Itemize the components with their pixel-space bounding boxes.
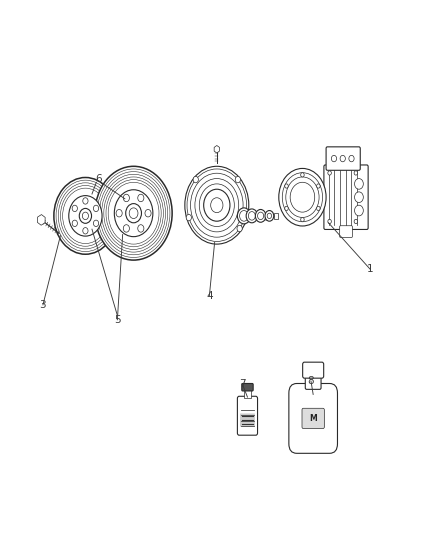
Circle shape — [328, 171, 331, 175]
Circle shape — [300, 173, 304, 177]
Circle shape — [355, 205, 364, 216]
Text: 6: 6 — [95, 174, 102, 183]
Circle shape — [237, 208, 251, 224]
Circle shape — [72, 220, 78, 227]
Circle shape — [235, 176, 240, 183]
Circle shape — [237, 225, 242, 232]
Circle shape — [300, 217, 304, 222]
Circle shape — [340, 156, 346, 162]
FancyBboxPatch shape — [326, 147, 360, 171]
Circle shape — [145, 209, 151, 217]
Text: 4: 4 — [206, 291, 213, 301]
Circle shape — [265, 211, 274, 221]
Circle shape — [354, 220, 357, 224]
Circle shape — [328, 220, 331, 224]
Circle shape — [211, 198, 223, 213]
Text: 8: 8 — [307, 376, 314, 386]
FancyBboxPatch shape — [240, 414, 255, 426]
Circle shape — [54, 177, 117, 254]
Circle shape — [129, 208, 138, 219]
Circle shape — [246, 209, 258, 223]
Circle shape — [138, 194, 144, 201]
Circle shape — [83, 228, 88, 234]
Circle shape — [193, 176, 198, 183]
Bar — [244, 390, 251, 399]
Circle shape — [114, 190, 153, 237]
FancyBboxPatch shape — [302, 408, 324, 429]
Text: 1: 1 — [367, 264, 374, 274]
FancyBboxPatch shape — [306, 364, 320, 375]
Circle shape — [93, 205, 99, 212]
Circle shape — [95, 166, 172, 260]
Circle shape — [72, 205, 78, 212]
FancyBboxPatch shape — [324, 165, 368, 229]
Circle shape — [186, 214, 191, 221]
Circle shape — [354, 171, 357, 175]
Circle shape — [355, 179, 364, 189]
Circle shape — [116, 209, 122, 217]
FancyBboxPatch shape — [303, 362, 324, 378]
Circle shape — [317, 206, 320, 211]
FancyBboxPatch shape — [289, 384, 337, 453]
Circle shape — [79, 208, 92, 223]
Text: M: M — [309, 414, 317, 423]
Circle shape — [332, 156, 337, 162]
Circle shape — [349, 156, 354, 162]
FancyBboxPatch shape — [242, 384, 253, 391]
Circle shape — [279, 168, 326, 226]
Circle shape — [285, 184, 288, 188]
Circle shape — [355, 192, 364, 203]
Circle shape — [126, 204, 141, 223]
FancyBboxPatch shape — [305, 374, 321, 389]
Circle shape — [185, 166, 249, 244]
Bar — [274, 213, 278, 219]
Circle shape — [69, 196, 102, 236]
Circle shape — [204, 189, 230, 221]
Circle shape — [93, 220, 99, 227]
Text: 7: 7 — [239, 379, 246, 389]
FancyBboxPatch shape — [237, 397, 258, 435]
Circle shape — [317, 184, 320, 188]
Text: 5: 5 — [114, 315, 121, 325]
Circle shape — [255, 209, 266, 222]
FancyBboxPatch shape — [340, 226, 352, 238]
Text: 3: 3 — [39, 300, 46, 310]
Circle shape — [124, 225, 129, 232]
Circle shape — [285, 206, 288, 211]
Circle shape — [124, 194, 129, 201]
Circle shape — [138, 225, 144, 232]
Circle shape — [83, 198, 88, 204]
